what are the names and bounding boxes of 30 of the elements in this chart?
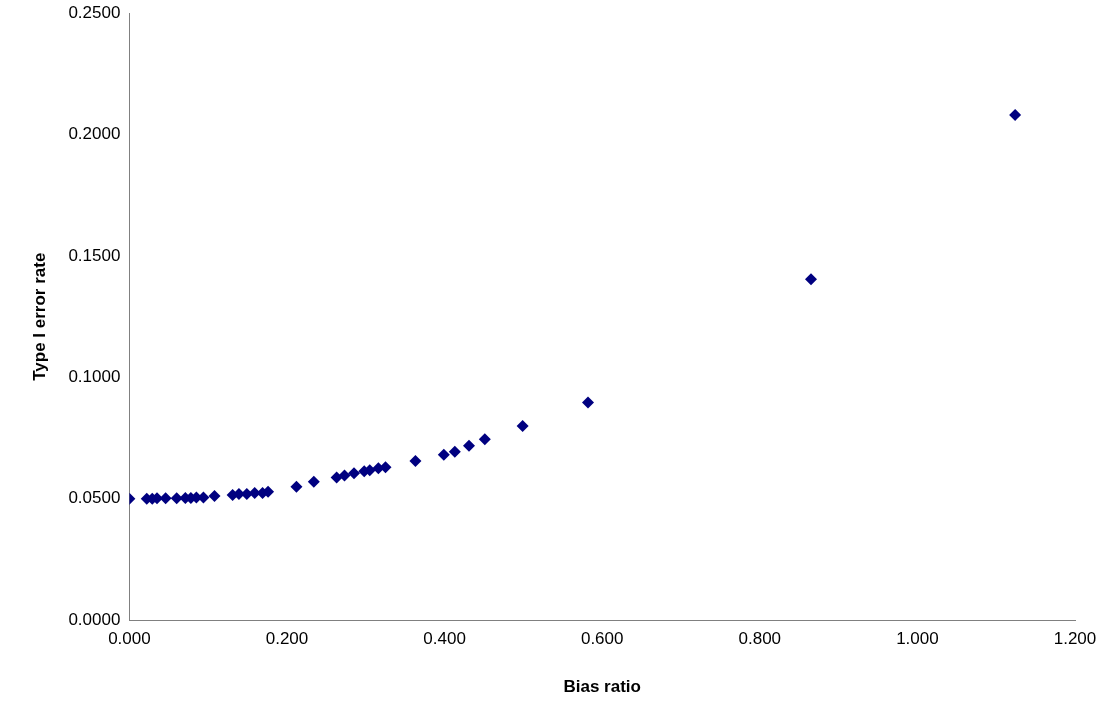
point <box>463 439 476 452</box>
point <box>516 419 529 432</box>
y-tick-label: 0.0000 <box>68 609 121 629</box>
y-tick-label: 0.1000 <box>68 367 121 387</box>
point <box>208 489 221 502</box>
point <box>307 475 320 488</box>
point <box>338 469 351 482</box>
point <box>409 454 422 467</box>
y-axis-title: Type I error rate <box>29 252 49 381</box>
point <box>290 480 303 493</box>
point <box>805 273 818 286</box>
y-tick-label: 0.2500 <box>68 2 121 22</box>
x-tick-label: 1.200 <box>1053 629 1097 649</box>
point <box>478 433 491 446</box>
x-axis-title: Bias ratio <box>563 677 641 697</box>
point <box>582 396 595 409</box>
y-tick-label: 0.0500 <box>68 488 121 508</box>
x-tick-label: 0.600 <box>580 629 624 649</box>
y-tick-label: 0.1500 <box>68 245 121 265</box>
point <box>330 471 343 484</box>
point <box>1009 108 1022 121</box>
x-tick-label: 0.400 <box>423 629 466 649</box>
x-tick-label: 1.000 <box>896 629 939 649</box>
point <box>448 445 461 458</box>
x-tick-label: 0.800 <box>738 629 782 649</box>
point <box>347 467 360 480</box>
point <box>437 448 450 461</box>
x-tick-label: 0.000 <box>108 629 151 649</box>
x-tick-label: 0.200 <box>265 629 309 649</box>
y-tick-label: 0.2000 <box>68 124 121 144</box>
